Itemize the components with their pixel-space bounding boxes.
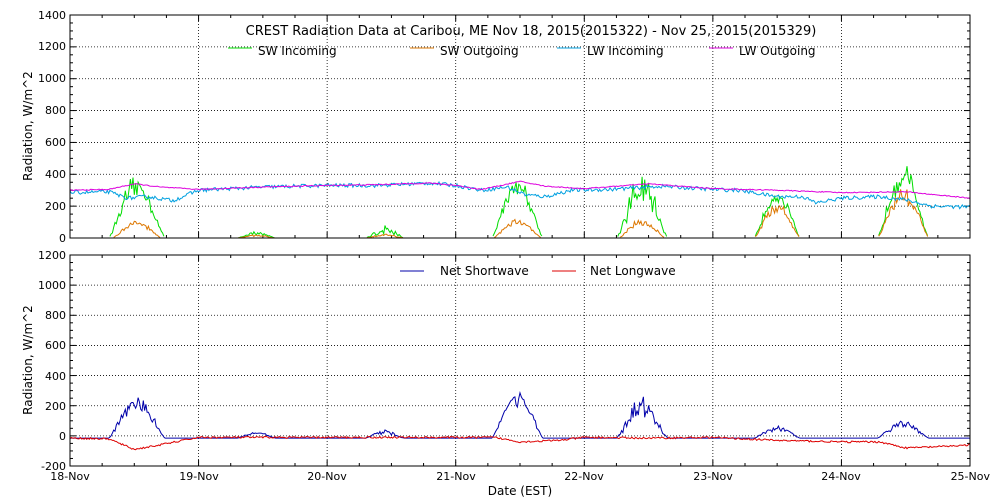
- top-ytick-label: 200: [45, 200, 66, 213]
- top-panel: 0 200 400 600 800 1000 1200 1400 Radiati…: [21, 9, 971, 245]
- sw-outgoing-line: [113, 189, 929, 239]
- top-series: [69, 166, 971, 239]
- top-ytick-label: 400: [45, 168, 66, 181]
- top-legend: SW Incoming SW Outgoing LW Incoming LW O…: [228, 44, 816, 58]
- top-gridlines: [70, 15, 970, 238]
- top-ytick-label: 600: [45, 136, 66, 149]
- legend-label-sw-incoming: SW Incoming: [258, 44, 337, 58]
- x-tick-labels: 18-Nov 19-Nov 20-Nov 21-Nov 22-Nov 23-No…: [50, 470, 990, 483]
- bottom-ytick-label: 400: [45, 370, 66, 383]
- bottom-ytick-label: 200: [45, 400, 66, 413]
- legend-label-lw-outgoing: LW Outgoing: [739, 44, 816, 58]
- xtick-label: 22-Nov: [564, 470, 604, 483]
- bottom-ytick-label: 600: [45, 339, 66, 352]
- bottom-ytick-label: 0: [59, 430, 66, 443]
- legend-label-net-shortwave: Net Shortwave: [440, 264, 529, 278]
- xtick-label: 20-Nov: [307, 470, 347, 483]
- legend-label-lw-incoming: LW Incoming: [587, 44, 664, 58]
- xtick-label: 24-Nov: [821, 470, 861, 483]
- net-longwave-line: [69, 435, 971, 451]
- chart-title: CREST Radiation Data at Caribou, ME Nov …: [246, 24, 817, 39]
- lw-outgoing-line: [69, 180, 970, 199]
- top-ytick-label: 800: [45, 104, 66, 117]
- top-y-tick-labels: 0 200 400 600 800 1000 1200 1400: [38, 9, 66, 245]
- bottom-panel: -200 0 200 400 600 800 1000 1200 Radiati…: [21, 249, 990, 498]
- legend-label-sw-outgoing: SW Outgoing: [440, 44, 519, 58]
- bottom-gridlines: [70, 255, 970, 466]
- top-ytick-label: 1200: [38, 40, 66, 53]
- top-ytick-label: 1400: [38, 9, 66, 22]
- x-axis-label: Date (EST): [488, 484, 552, 498]
- xtick-label: 18-Nov: [50, 470, 90, 483]
- bottom-plot-frame: [69, 254, 971, 467]
- bottom-y-tick-labels: -200 0 200 400 600 800 1000 1200: [38, 249, 66, 473]
- bottom-ytick-label: 1200: [38, 249, 66, 262]
- top-y-axis-label: Radiation, W/m^2: [21, 71, 35, 181]
- xtick-label: 21-Nov: [436, 470, 476, 483]
- top-plot-frame: [69, 14, 971, 239]
- xtick-label: 25-Nov: [951, 470, 991, 483]
- bottom-y-axis-label: Radiation, W/m^2: [21, 305, 35, 415]
- bottom-ytick-label: 800: [45, 309, 66, 322]
- bottom-ytick-label: 1000: [38, 279, 66, 292]
- xtick-label: 19-Nov: [179, 470, 219, 483]
- top-ytick-label: 1000: [38, 72, 66, 85]
- bottom-legend: Net Shortwave Net Longwave: [400, 264, 676, 278]
- top-ytick-label: 0: [59, 232, 66, 245]
- legend-label-net-longwave: Net Longwave: [590, 264, 676, 278]
- bottom-ytick-label: -200: [41, 460, 66, 473]
- net-shortwave-line: [70, 391, 970, 439]
- bottom-series: [69, 391, 971, 451]
- xtick-label: 23-Nov: [693, 470, 733, 483]
